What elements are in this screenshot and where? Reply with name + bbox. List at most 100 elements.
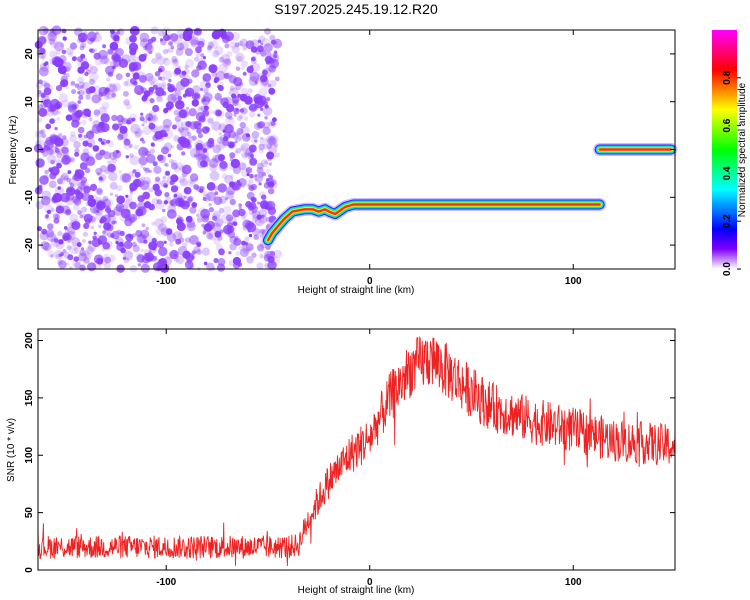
- noise-speckle: [219, 81, 224, 86]
- noise-speckle: [202, 197, 207, 201]
- noise-speckle: [219, 138, 229, 148]
- noise-speckle: [106, 212, 110, 216]
- noise-speckle: [79, 57, 88, 65]
- noise-speckle: [118, 170, 122, 174]
- noise-speckle: [104, 256, 111, 264]
- noise-speckle: [187, 131, 192, 137]
- noise-speckle: [225, 116, 235, 127]
- noise-speckle: [211, 121, 222, 131]
- noise-speckle: [104, 169, 110, 175]
- noise-speckle: [192, 250, 197, 255]
- noise-speckle: [269, 34, 276, 41]
- noise-speckle: [125, 198, 133, 207]
- noise-speckle: [98, 106, 108, 116]
- noise-speckle: [257, 39, 262, 44]
- noise-speckle: [229, 41, 237, 49]
- noise-speckle: [173, 193, 178, 198]
- noise-speckle: [73, 27, 83, 37]
- noise-speckle: [78, 252, 87, 262]
- noise-speckle: [259, 77, 270, 88]
- noise-speckle: [79, 45, 85, 51]
- noise-speckle: [174, 184, 180, 190]
- noise-speckle: [192, 85, 201, 93]
- noise-speckle: [169, 200, 176, 206]
- noise-speckle: [170, 45, 175, 50]
- noise-speckle: [268, 134, 279, 145]
- noise-speckle: [256, 214, 262, 220]
- noise-speckle: [203, 214, 210, 221]
- noise-speckle: [218, 248, 225, 256]
- noise-speckle: [83, 222, 90, 230]
- noise-speckle: [260, 159, 269, 168]
- noise-speckle: [128, 62, 138, 72]
- noise-speckle: [130, 123, 141, 134]
- noise-speckle: [243, 242, 254, 253]
- noise-speckle: [202, 109, 210, 117]
- noise-speckle: [193, 184, 200, 190]
- noise-speckle: [38, 130, 44, 135]
- noise-speckle: [111, 230, 120, 240]
- noise-speckle: [234, 150, 239, 154]
- noise-speckle: [233, 131, 239, 137]
- noise-speckle: [273, 54, 278, 59]
- noise-speckle: [143, 239, 148, 244]
- noise-speckle: [97, 204, 105, 212]
- noise-speckle: [235, 66, 241, 71]
- noise-speckle: [89, 205, 98, 214]
- noise-speckle: [123, 99, 130, 106]
- noise-speckle: [168, 241, 174, 247]
- noise-speckle: [72, 195, 81, 204]
- noise-speckle: [158, 65, 165, 73]
- noise-speckle: [156, 56, 166, 66]
- noise-speckle: [181, 151, 186, 156]
- noise-speckle: [258, 148, 264, 154]
- noise-speckle: [142, 167, 147, 171]
- noise-speckle: [79, 214, 84, 219]
- noise-speckle: [132, 213, 140, 220]
- noise-speckle: [46, 216, 51, 221]
- noise-speckle: [65, 197, 75, 206]
- noise-speckle: [78, 95, 84, 101]
- noise-speckle: [35, 81, 43, 89]
- noise-speckle: [195, 154, 203, 161]
- noise-speckle: [229, 236, 237, 244]
- noise-speckle: [229, 85, 235, 91]
- noise-speckle: [179, 41, 189, 51]
- noise-speckle: [58, 239, 64, 245]
- noise-speckle: [256, 244, 265, 252]
- noise-speckle: [254, 174, 258, 178]
- noise-speckle: [125, 194, 129, 198]
- noise-speckle: [246, 255, 254, 264]
- noise-speckle: [142, 45, 148, 51]
- noise-speckle: [164, 163, 169, 167]
- noise-speckle: [143, 119, 148, 124]
- noise-speckle: [102, 196, 109, 202]
- noise-speckle: [246, 173, 250, 177]
- noise-speckle: [224, 58, 232, 66]
- noise-speckle: [129, 182, 138, 191]
- noise-speckle: [83, 185, 91, 194]
- noise-speckle: [58, 260, 67, 269]
- noise-speckle: [239, 93, 248, 102]
- noise-speckle: [257, 121, 266, 129]
- noise-speckle: [163, 34, 171, 42]
- noise-speckle: [129, 34, 137, 43]
- noise-speckle: [73, 172, 83, 182]
- noise-speckle: [172, 58, 178, 64]
- noise-speckle: [53, 41, 64, 52]
- noise-speckle: [178, 126, 185, 133]
- noise-speckle: [89, 37, 96, 43]
- y-tick-label: 150: [24, 389, 35, 406]
- noise-speckle: [258, 88, 267, 97]
- noise-speckle: [106, 224, 114, 232]
- noise-speckle: [95, 167, 103, 175]
- noise-speckle: [166, 232, 177, 243]
- noise-speckle: [105, 65, 115, 76]
- noise-speckle: [202, 161, 209, 168]
- noise-speckle: [229, 243, 237, 251]
- noise-speckle: [73, 256, 80, 262]
- x-tick-label: -100: [156, 577, 176, 588]
- noise-speckle: [170, 92, 180, 102]
- noise-speckle: [79, 211, 85, 217]
- noise-speckle: [108, 151, 117, 161]
